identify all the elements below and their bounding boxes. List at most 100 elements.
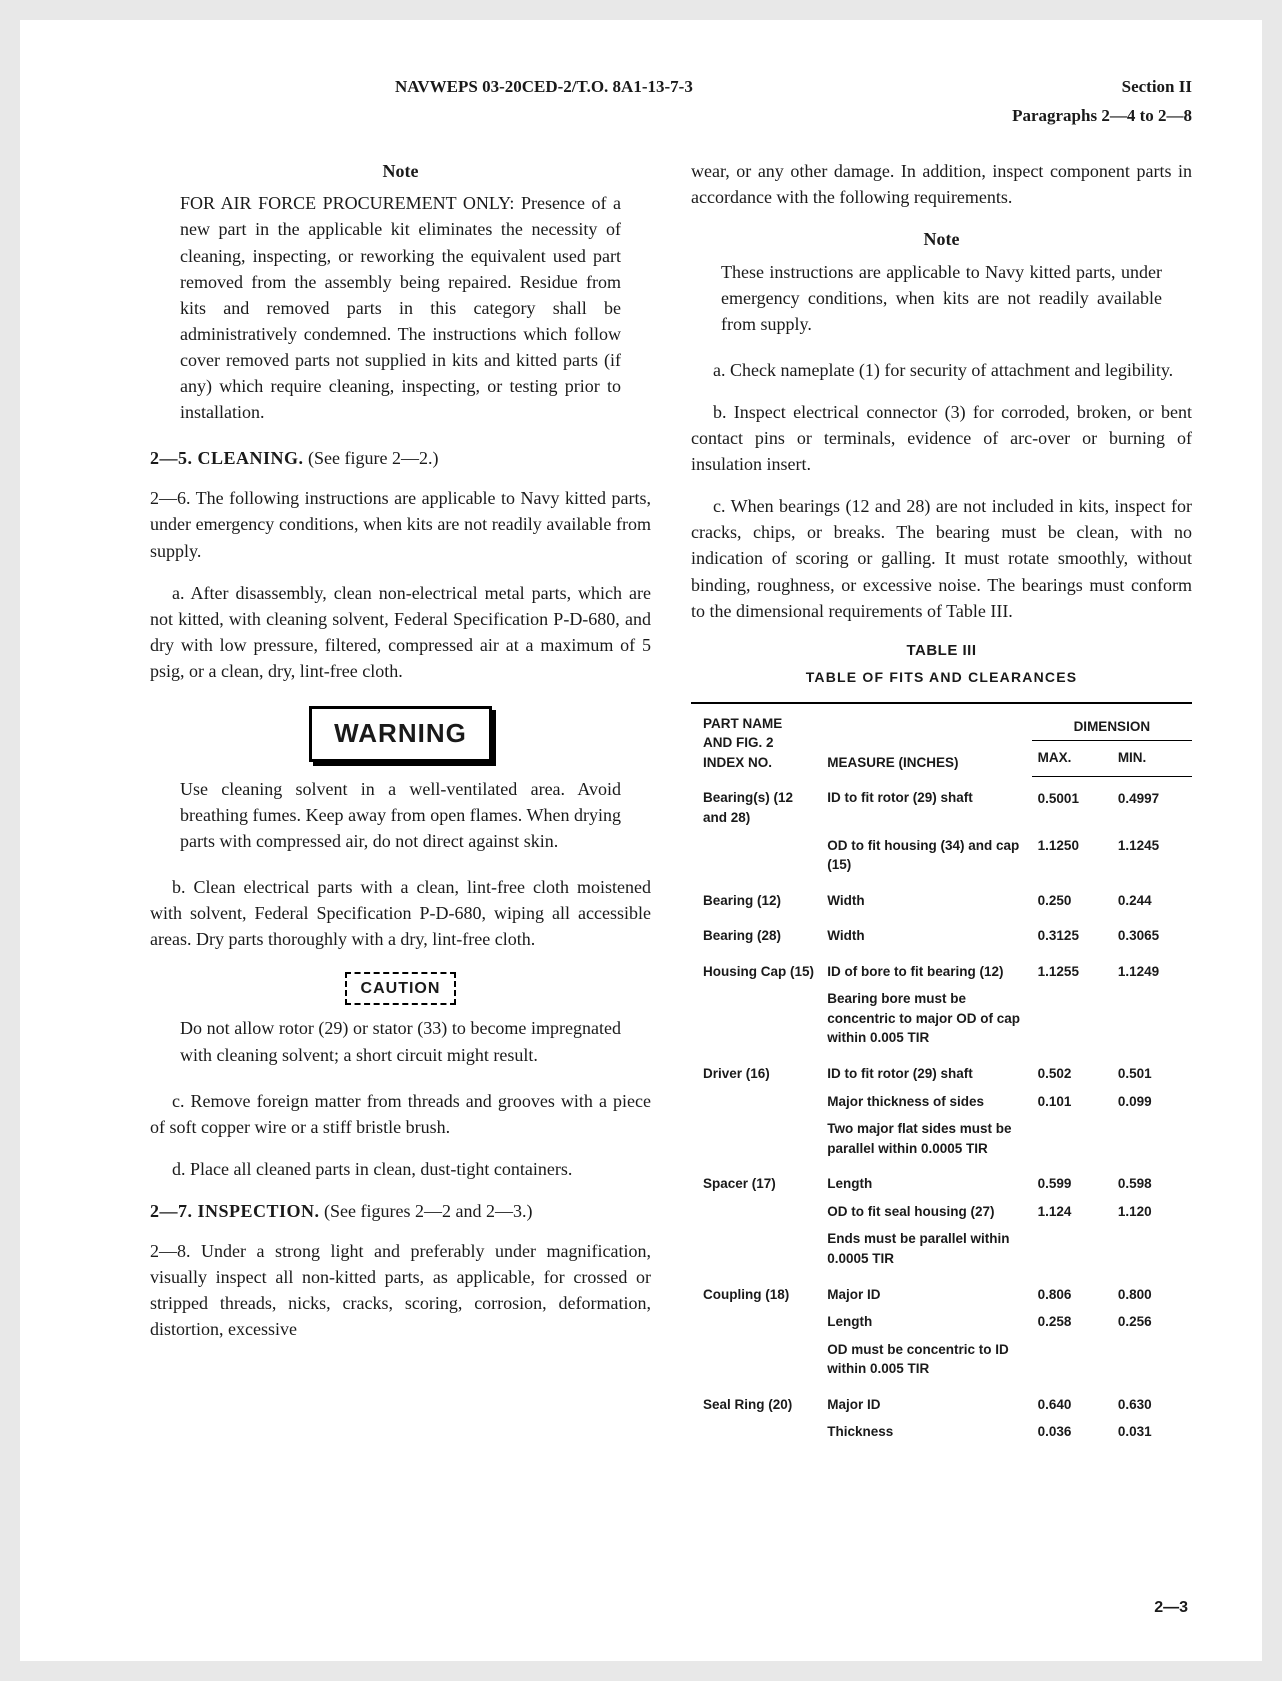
note-heading: Note bbox=[150, 158, 651, 184]
table-row: Bearing(s) (12 and 28)ID to fit rotor (2… bbox=[691, 776, 1192, 831]
cell-measure: Length bbox=[821, 1162, 1031, 1198]
cell-min: 1.1249 bbox=[1112, 950, 1192, 986]
para-2-6c: c. Remove foreign matter from threads an… bbox=[150, 1088, 651, 1140]
cell-max: 0.502 bbox=[1032, 1052, 1112, 1088]
para-2-8-continued: wear, or any other damage. In addition, … bbox=[691, 158, 1192, 210]
warning-body: Use cleaning solvent in a well-ventilate… bbox=[150, 776, 651, 854]
paragraph-range: Paragraphs 2—4 to 2—8 bbox=[150, 104, 1192, 129]
warning-label: WARNING bbox=[309, 706, 492, 762]
para-2-6a: a. After disassembly, clean non-electric… bbox=[150, 580, 651, 684]
two-column-layout: Note FOR AIR FORCE PROCUREMENT ONLY: Pre… bbox=[150, 158, 1192, 1446]
cell-measure: Two major flat sides must be parallel wi… bbox=[821, 1115, 1031, 1162]
table-title: TABLE III bbox=[691, 640, 1192, 662]
table-row: Major thickness of sides0.1010.099 bbox=[691, 1088, 1192, 1116]
table-row: Seal Ring (20)Major ID0.6400.630 bbox=[691, 1383, 1192, 1419]
cell-part: Spacer (17) bbox=[691, 1162, 821, 1198]
para-a: a. Check nameplate (1) for security of a… bbox=[691, 357, 1192, 383]
col-header-dimension: DIMENSION bbox=[1032, 703, 1192, 741]
document-page: NAVWEPS 03-20CED-2/T.O. 8A1-13-7-3 Secti… bbox=[20, 20, 1262, 1661]
cell-measure: Thickness bbox=[821, 1418, 1031, 1446]
cell-min: 0.501 bbox=[1112, 1052, 1192, 1088]
cell-part: Driver (16) bbox=[691, 1052, 821, 1088]
cell-measure: ID to fit rotor (29) shaft bbox=[821, 1052, 1031, 1088]
para-2-6: 2—6. The following instructions are appl… bbox=[150, 485, 651, 563]
cell-part: Coupling (18) bbox=[691, 1273, 821, 1309]
table-row: Driver (16)ID to fit rotor (29) shaft0.5… bbox=[691, 1052, 1192, 1088]
page-number: 2—3 bbox=[1154, 1596, 1188, 1619]
cell-part bbox=[691, 1308, 821, 1336]
table-row: Coupling (18)Major ID0.8060.800 bbox=[691, 1273, 1192, 1309]
cell-measure: Major thickness of sides bbox=[821, 1088, 1031, 1116]
cell-max: 0.5001 bbox=[1032, 776, 1112, 831]
cell-measure: Ends must be parallel within 0.0005 TIR bbox=[821, 1225, 1031, 1272]
cell-max: 0.3125 bbox=[1032, 914, 1112, 950]
cell-max bbox=[1032, 1115, 1112, 1162]
warning-container: WARNING bbox=[150, 700, 651, 776]
cell-part bbox=[691, 1198, 821, 1226]
cell-max: 0.036 bbox=[1032, 1418, 1112, 1446]
col-header-part: PART NAMEAND FIG. 2INDEX NO. bbox=[691, 703, 821, 777]
cell-max: 1.1250 bbox=[1032, 832, 1112, 879]
cell-max: 0.250 bbox=[1032, 879, 1112, 915]
table-row: OD to fit housing (34) and cap (15)1.125… bbox=[691, 832, 1192, 879]
cell-measure: Width bbox=[821, 914, 1031, 950]
cell-max: 0.101 bbox=[1032, 1088, 1112, 1116]
caution-body: Do not allow rotor (29) or stator (33) t… bbox=[150, 1015, 651, 1067]
section-2-7-heading: 2—7. INSPECTION. (See figures 2—2 and 2—… bbox=[150, 1198, 651, 1224]
cell-min: 1.120 bbox=[1112, 1198, 1192, 1226]
cell-max: 0.640 bbox=[1032, 1383, 1112, 1419]
cell-measure: ID to fit rotor (29) shaft bbox=[821, 776, 1031, 831]
table-row: Ends must be parallel within 0.0005 TIR bbox=[691, 1225, 1192, 1272]
section-2-5-heading: 2—5. CLEANING. (See figure 2—2.) bbox=[150, 445, 651, 471]
table-row: Housing Cap (15)ID of bore to fit bearin… bbox=[691, 950, 1192, 986]
cell-min bbox=[1112, 1225, 1192, 1272]
cell-measure: OD to fit seal housing (27) bbox=[821, 1198, 1031, 1226]
table-row: Two major flat sides must be parallel wi… bbox=[691, 1115, 1192, 1162]
table-row: Bearing bore must be concentric to major… bbox=[691, 985, 1192, 1052]
cell-part bbox=[691, 1088, 821, 1116]
cell-min: 0.598 bbox=[1112, 1162, 1192, 1198]
cell-min bbox=[1112, 1336, 1192, 1383]
caution-container: CAUTION bbox=[150, 968, 651, 1015]
para-2-8: 2—8. Under a strong light and preferably… bbox=[150, 1238, 651, 1342]
cell-part bbox=[691, 1225, 821, 1272]
cell-part: Bearing (12) bbox=[691, 879, 821, 915]
cell-max: 0.258 bbox=[1032, 1308, 1112, 1336]
table-row: OD to fit seal housing (27)1.1241.120 bbox=[691, 1198, 1192, 1226]
page-header: NAVWEPS 03-20CED-2/T.O. 8A1-13-7-3 Secti… bbox=[150, 75, 1192, 100]
cell-min: 0.099 bbox=[1112, 1088, 1192, 1116]
cell-max bbox=[1032, 1336, 1112, 1383]
cell-min: 0.4997 bbox=[1112, 776, 1192, 831]
para-c: c. When bearings (12 and 28) are not inc… bbox=[691, 493, 1192, 623]
doc-id: NAVWEPS 03-20CED-2/T.O. 8A1-13-7-3 bbox=[395, 75, 693, 100]
cell-min: 0.256 bbox=[1112, 1308, 1192, 1336]
cell-max bbox=[1032, 1225, 1112, 1272]
cell-part bbox=[691, 1418, 821, 1446]
table-row: Length0.2580.256 bbox=[691, 1308, 1192, 1336]
cell-max: 0.806 bbox=[1032, 1273, 1112, 1309]
para-2-6d: d. Place all cleaned parts in clean, dus… bbox=[150, 1156, 651, 1182]
cell-max: 0.599 bbox=[1032, 1162, 1112, 1198]
table-row: Bearing (28)Width0.31250.3065 bbox=[691, 914, 1192, 950]
cell-min: 0.244 bbox=[1112, 879, 1192, 915]
cell-min: 0.800 bbox=[1112, 1273, 1192, 1309]
para-2-6b: b. Clean electrical parts with a clean, … bbox=[150, 874, 651, 952]
table-row: Spacer (17)Length0.5990.598 bbox=[691, 1162, 1192, 1198]
table-subtitle: TABLE OF FITS AND CLEARANCES bbox=[691, 667, 1192, 687]
cell-measure: ID of bore to fit bearing (12) bbox=[821, 950, 1031, 986]
table-row: Bearing (12)Width0.2500.244 bbox=[691, 879, 1192, 915]
cell-measure: Major ID bbox=[821, 1273, 1031, 1309]
cell-measure: Width bbox=[821, 879, 1031, 915]
cell-measure: Major ID bbox=[821, 1383, 1031, 1419]
cell-min bbox=[1112, 985, 1192, 1052]
cell-measure: OD must be concentric to ID within 0.005… bbox=[821, 1336, 1031, 1383]
para-b: b. Inspect electrical connector (3) for … bbox=[691, 399, 1192, 477]
note2-heading: Note bbox=[691, 226, 1192, 252]
cell-min: 0.3065 bbox=[1112, 914, 1192, 950]
cell-part: Bearing (28) bbox=[691, 914, 821, 950]
cell-min: 0.630 bbox=[1112, 1383, 1192, 1419]
col-header-min: MIN. bbox=[1112, 741, 1192, 776]
cell-part: Seal Ring (20) bbox=[691, 1383, 821, 1419]
right-column: wear, or any other damage. In addition, … bbox=[691, 158, 1192, 1446]
cell-max: 1.124 bbox=[1032, 1198, 1112, 1226]
